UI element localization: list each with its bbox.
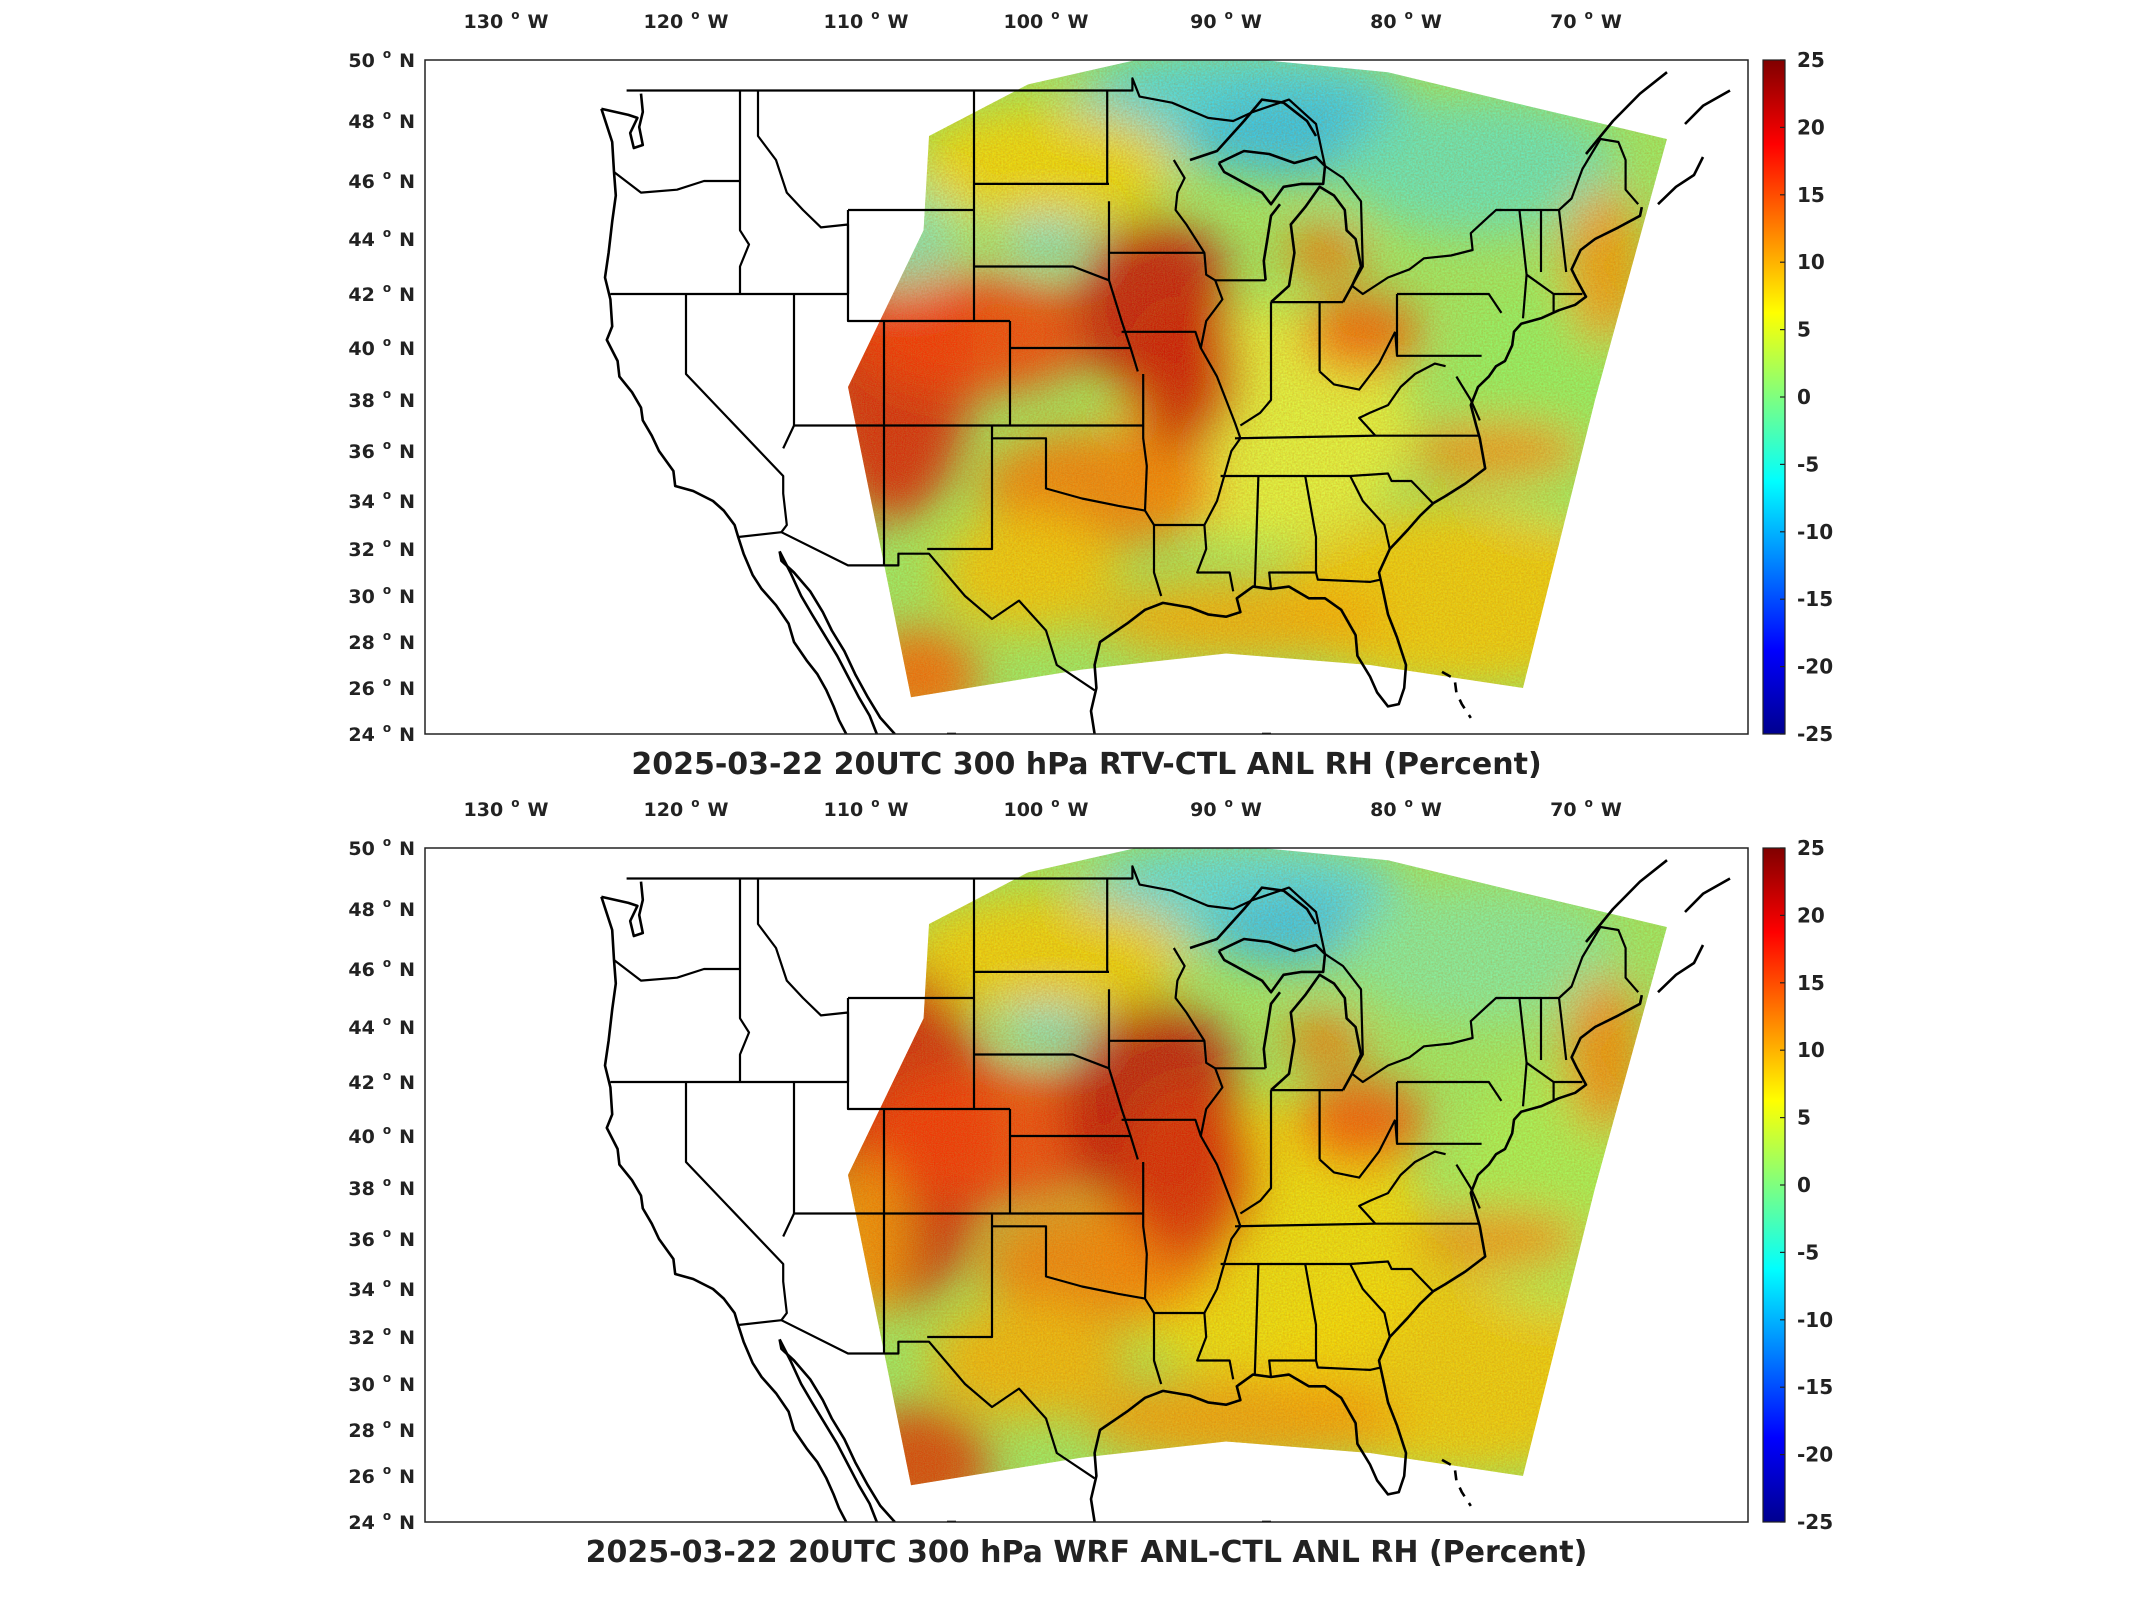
lat-tick-label: 28 o N bbox=[348, 629, 415, 654]
map-panel-1: 130 o W 120 o W 110 o W 100 o W 90 o W 80 o W 70 o W 50 o N 48 o N… bbox=[348, 8, 1833, 782]
plot-frame bbox=[424, 59, 1749, 735]
lat-tick-label: 36 o N bbox=[348, 438, 415, 463]
lon-tick-label: 90 o W bbox=[1190, 796, 1262, 821]
lat-tick-label: 32 o N bbox=[348, 1324, 415, 1349]
lon-tick-label: 120 o W bbox=[644, 796, 729, 821]
lat-tick-label: 50 o N bbox=[348, 47, 415, 72]
colorbar-tick-label: 20 bbox=[1797, 903, 1825, 927]
lat-tick-label: 44 o N bbox=[348, 226, 415, 251]
colorbar-tick-label: -10 bbox=[1797, 520, 1833, 544]
lat-tick-label: 30 o N bbox=[348, 1371, 415, 1396]
colorbar-tick-label: 10 bbox=[1797, 250, 1825, 274]
lat-tick-label: 40 o N bbox=[348, 335, 415, 360]
lon-tick-label: 130 o W bbox=[464, 796, 549, 821]
colorbar-tick-label: 10 bbox=[1797, 1038, 1825, 1062]
colorbar-tick-label: 0 bbox=[1797, 1173, 1811, 1197]
colorbar-tick-label: 15 bbox=[1797, 971, 1825, 995]
panel-title: 2025-03-22 20UTC 300 hPa WRF ANL-CTL ANL… bbox=[586, 1535, 1588, 1570]
lat-tick-label: 44 o N bbox=[348, 1014, 415, 1039]
lon-tick-label: 130 o W bbox=[464, 8, 549, 33]
lat-tick-label: 32 o N bbox=[348, 536, 415, 561]
lat-tick-label: 30 o N bbox=[348, 583, 415, 608]
rh-difference-field bbox=[848, 60, 1667, 698]
lat-tick-label: 42 o N bbox=[348, 1069, 415, 1094]
lat-tick-label: 36 o N bbox=[348, 1226, 415, 1251]
lat-tick-label: 48 o N bbox=[348, 108, 415, 133]
map-panel-2: 130 o W 120 o W 110 o W 100 o W 90 o W 80 o W 70 o W 50 o N 48 o N… bbox=[348, 796, 1833, 1570]
colorbar-tick-label: 5 bbox=[1797, 318, 1811, 342]
lat-tick-label: 34 o N bbox=[348, 1276, 415, 1301]
colorbar-tick-label: -25 bbox=[1797, 722, 1833, 746]
map-boundaries bbox=[600, 71, 1731, 734]
colorbar-tick-label: -20 bbox=[1797, 655, 1833, 679]
lat-tick-label: 26 o N bbox=[348, 675, 415, 700]
lon-tick-label: 80 o W bbox=[1370, 796, 1442, 821]
colorbar-tick-label: 20 bbox=[1797, 115, 1825, 139]
colorbar-tick-label: -15 bbox=[1797, 1375, 1833, 1399]
colorbar-tick-label: -20 bbox=[1797, 1443, 1833, 1467]
rh-difference-field bbox=[848, 848, 1667, 1486]
lon-tick-label: 120 o W bbox=[644, 8, 729, 33]
lat-tick-label: 50 o N bbox=[348, 835, 415, 860]
colorbar-tick-label: 25 bbox=[1797, 48, 1825, 72]
colorbar-tick-label: 15 bbox=[1797, 183, 1825, 207]
lat-tick-label: 24 o N bbox=[348, 1509, 415, 1534]
lon-tick-label: 80 o W bbox=[1370, 8, 1442, 33]
lat-tick-label: 26 o N bbox=[348, 1463, 415, 1488]
plot-frame bbox=[424, 847, 1749, 1523]
lat-tick-label: 46 o N bbox=[348, 956, 415, 981]
lon-tick-label: 90 o W bbox=[1190, 8, 1262, 33]
lon-tick-label: 70 o W bbox=[1550, 8, 1622, 33]
colorbar-tick-label: 5 bbox=[1797, 1106, 1811, 1130]
lon-tick-label: 110 o W bbox=[824, 796, 909, 821]
lat-tick-label: 24 o N bbox=[348, 721, 415, 746]
lat-tick-label: 48 o N bbox=[348, 896, 415, 921]
colorbar-tick-label: -15 bbox=[1797, 587, 1833, 611]
colorbar-tick-label: 0 bbox=[1797, 385, 1811, 409]
lon-tick-label: 100 o W bbox=[1004, 796, 1089, 821]
lat-tick-label: 42 o N bbox=[348, 281, 415, 306]
colorbar: 25 20 15 10 5 0 -5 -10 -15 -20 -25 bbox=[1762, 48, 1833, 746]
colorbar-tick-label: -25 bbox=[1797, 1510, 1833, 1534]
lon-tick-label: 70 o W bbox=[1550, 796, 1622, 821]
lat-tick-label: 46 o N bbox=[348, 168, 415, 193]
lon-tick-label: 100 o W bbox=[1004, 8, 1089, 33]
lat-tick-label: 34 o N bbox=[348, 488, 415, 513]
colorbar-tick-label: -5 bbox=[1797, 452, 1819, 476]
colorbar-tick-label: -10 bbox=[1797, 1308, 1833, 1332]
lat-tick-label: 28 o N bbox=[348, 1417, 415, 1442]
lat-tick-label: 38 o N bbox=[348, 1175, 415, 1200]
colorbar-tick-label: -5 bbox=[1797, 1240, 1819, 1264]
lon-tick-label: 110 o W bbox=[824, 8, 909, 33]
colorbar-tick-label: 25 bbox=[1797, 836, 1825, 860]
map-boundaries bbox=[600, 859, 1731, 1522]
colorbar: 25 20 15 10 5 0 -5 -10 -15 -20 -25 bbox=[1762, 836, 1833, 1534]
lat-tick-label: 38 o N bbox=[348, 387, 415, 412]
panel-title: 2025-03-22 20UTC 300 hPa RTV-CTL ANL RH … bbox=[631, 747, 1541, 782]
lat-tick-label: 40 o N bbox=[348, 1123, 415, 1148]
